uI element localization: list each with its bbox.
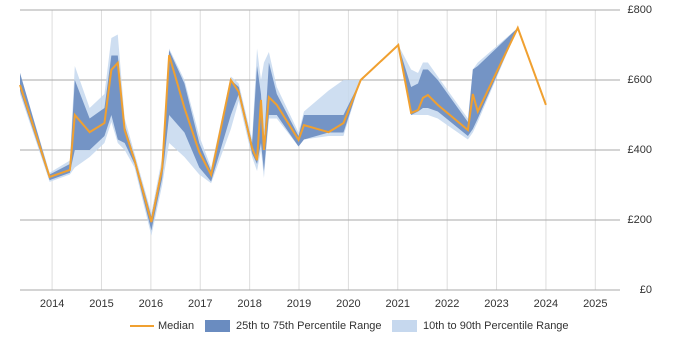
x-tick-label: 2019 — [287, 298, 311, 310]
legend-label: 10th to 90th Percentile Range — [423, 320, 569, 332]
y-tick-label: £600 — [628, 74, 652, 86]
x-tick-label: 2020 — [336, 298, 360, 310]
y-tick-label: £200 — [628, 214, 652, 226]
x-tick-label: 2017 — [188, 298, 212, 310]
percentile-band — [20, 27, 518, 231]
legend-swatch — [392, 320, 417, 332]
legend-label: Median — [158, 320, 194, 332]
x-tick-label: 2025 — [583, 298, 607, 310]
x-tick-label: 2021 — [386, 298, 410, 310]
x-tick-label: 2024 — [534, 298, 558, 310]
legend-swatch — [205, 320, 230, 332]
legend-label: 25th to 75th Percentile Range — [236, 320, 382, 332]
x-tick-label: 2018 — [237, 298, 261, 310]
x-tick-label: 2015 — [89, 298, 113, 310]
median-line — [19, 25, 547, 223]
x-tick-label: 2016 — [139, 298, 163, 310]
y-tick-label: £800 — [628, 4, 652, 16]
x-tick-label: 2022 — [435, 298, 459, 310]
x-tick-label: 2023 — [484, 298, 508, 310]
y-tick-label: £0 — [640, 284, 652, 296]
y-tick-label: £400 — [628, 144, 652, 156]
x-tick-label: 2014 — [40, 298, 64, 310]
